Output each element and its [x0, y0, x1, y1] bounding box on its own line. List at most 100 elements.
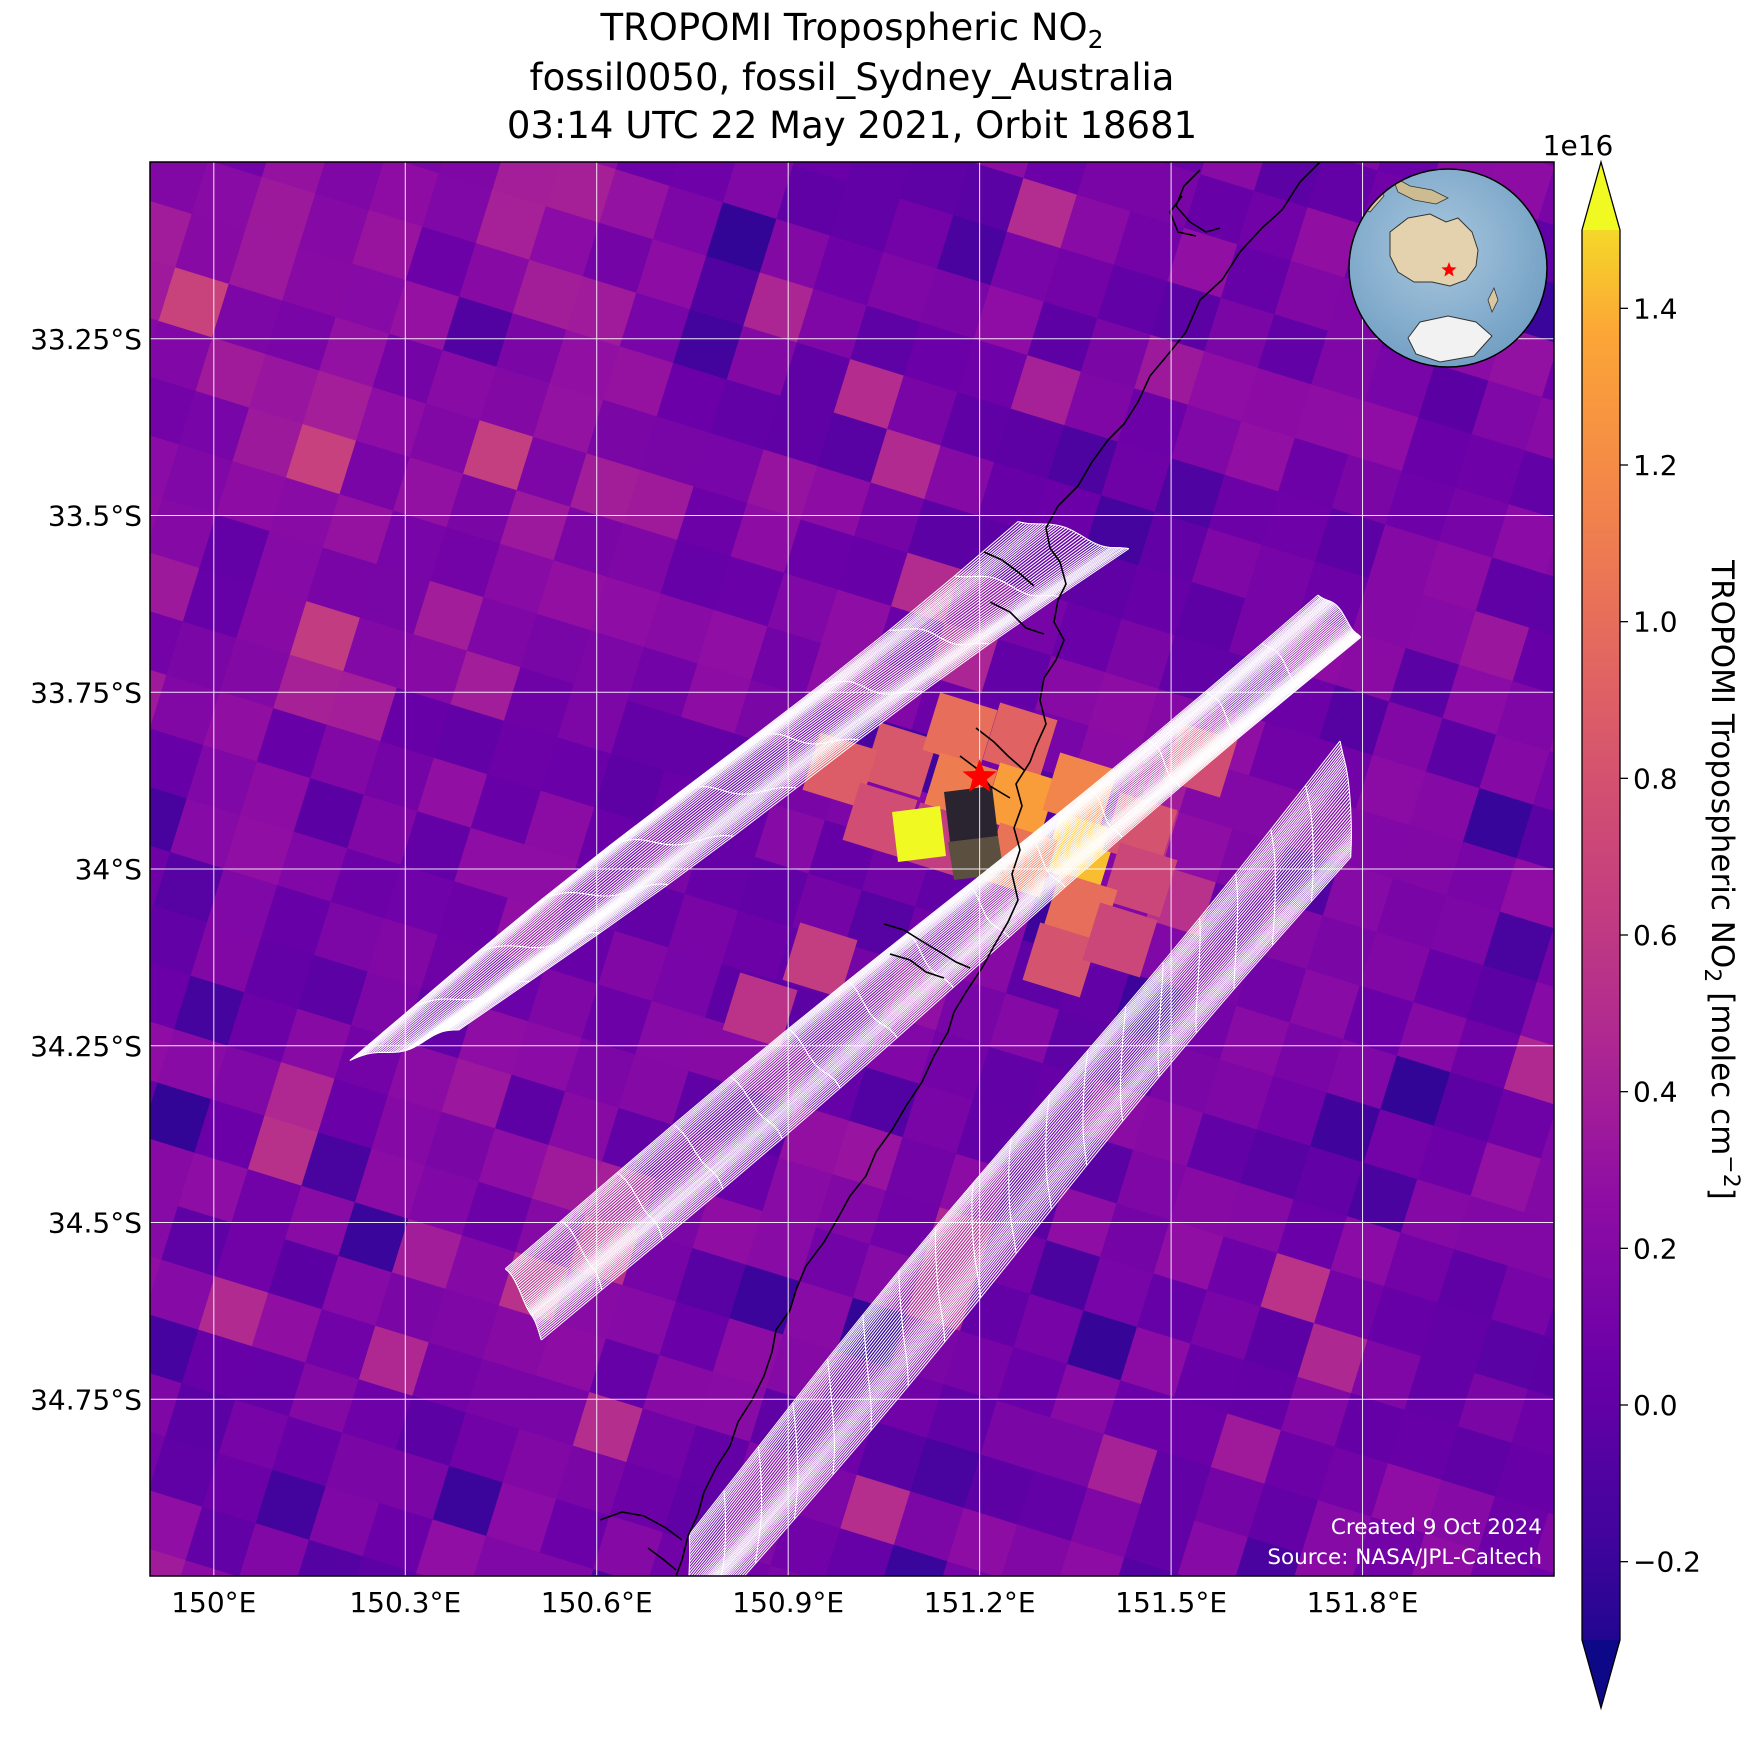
footprint-line — [862, 1314, 872, 1431]
no2-pixel — [1001, 1524, 1073, 1576]
no2-pixel — [181, 1329, 254, 1403]
no2-pixel — [1186, 1112, 1259, 1186]
no2-pixel — [260, 885, 333, 958]
no2-pixel — [845, 162, 914, 201]
footprint-line — [1205, 691, 1241, 738]
no2-pixel — [1187, 351, 1260, 424]
no2-pixel — [742, 272, 816, 345]
no2-pixel — [1346, 1162, 1420, 1236]
no2-pixel — [479, 366, 552, 440]
footprint-line — [1233, 873, 1239, 989]
no2-pixel — [1166, 227, 1240, 301]
map-frame — [149, 161, 1555, 1577]
no2-pixel — [1113, 211, 1186, 284]
no2-pixel — [1047, 425, 1120, 498]
no2-pixel — [1100, 441, 1174, 515]
no2-pixel — [1532, 751, 1554, 814]
no2-pixel — [1263, 1430, 1337, 1503]
no2-pixel — [395, 1395, 468, 1469]
no2-pixel — [251, 1292, 324, 1366]
no2-pixel — [461, 1181, 534, 1255]
no2-pixel — [1219, 1005, 1292, 1079]
no2-pixel — [298, 193, 371, 266]
footprint-line — [1119, 1006, 1127, 1122]
no2-pixel — [713, 556, 786, 629]
footprint-line — [971, 1182, 982, 1298]
no2-pixel — [860, 1598, 933, 1671]
footprint-line — [349, 1029, 459, 1061]
no2-pixel — [1133, 334, 1207, 408]
no2-pixel — [453, 827, 527, 901]
no2-pixel — [1248, 721, 1321, 795]
no2-pixel — [545, 162, 618, 226]
no2-pixel — [355, 387, 428, 460]
no2-pixel — [1331, 454, 1404, 527]
no2-pixel — [1371, 701, 1445, 774]
no2-pixel — [586, 399, 659, 473]
no2-pixel — [1235, 952, 1309, 1025]
colorbar-tick-label: 1.0 — [1633, 606, 1678, 639]
no2-pixel — [1335, 631, 1408, 704]
no2-pixel — [70, 1120, 143, 1193]
no2-pixel — [1499, 858, 1554, 931]
no2-pixel — [1170, 404, 1244, 478]
no2-pixel — [375, 510, 449, 584]
no2-pixel — [485, 1482, 559, 1555]
no2-pixel — [1022, 162, 1090, 198]
no2-pixel — [532, 383, 606, 456]
no2-pixel — [909, 1437, 983, 1511]
no2-pixel — [1317, 1446, 1390, 1520]
footprint-line — [504, 1268, 542, 1341]
no2-pixel — [433, 704, 506, 777]
footprint-line — [1088, 787, 1123, 838]
no2-pixel — [1270, 84, 1343, 157]
no2-pixel — [1370, 1463, 1444, 1536]
no2-pixel — [1420, 1302, 1493, 1376]
no2-pixel — [1330, 1216, 1403, 1289]
no2-pixel — [226, 992, 300, 1065]
no2-pixel — [276, 831, 350, 905]
no2-pixel — [218, 1399, 291, 1473]
no2-pixel — [363, 741, 436, 814]
target-star-icon — [962, 759, 997, 792]
no2-pixel — [486, 720, 560, 794]
no2-pixel — [1437, 1249, 1510, 1322]
no2-pixel — [512, 259, 585, 333]
no2-pixel — [623, 469, 696, 543]
no2-pixel — [907, 499, 980, 572]
no2-pixel — [996, 1347, 1069, 1420]
no2-pixel — [55, 411, 128, 484]
no2-pixel — [779, 342, 853, 415]
no2-pixel — [1082, 1256, 1156, 1330]
globe-islands — [1391, 175, 1449, 205]
no2-pixel — [540, 737, 613, 810]
no2-pixel — [523, 790, 597, 864]
no2-pixel — [174, 213, 248, 287]
no2-pixel — [511, 1021, 584, 1094]
footprint-line — [1017, 521, 1129, 550]
no2-pixel — [239, 761, 313, 835]
no2-pixel — [1169, 1166, 1243, 1239]
no2-pixel — [1347, 400, 1421, 474]
no2-pixel — [178, 390, 251, 464]
no2-pixel — [342, 617, 416, 691]
no2-pixel — [1026, 301, 1100, 375]
no2-pixel — [1140, 1450, 1213, 1523]
footprint-line — [934, 1226, 946, 1342]
inset-globe — [1348, 168, 1548, 368]
no2-pixel — [852, 1244, 925, 1317]
no2-pixel — [705, 202, 779, 275]
no2-pixel — [1029, 1240, 1102, 1313]
no2-pixel — [963, 1454, 1036, 1527]
no2-pixel — [280, 1008, 353, 1082]
no2-pixel — [1379, 1055, 1453, 1129]
no2-pixel — [1340, 47, 1413, 120]
no2-pixel — [59, 588, 132, 661]
no2-pixel — [959, 1277, 1032, 1350]
colorbar-min-extend — [1582, 1640, 1620, 1708]
no2-pixel — [429, 527, 502, 600]
footprint-line — [788, 1028, 841, 1089]
no2-pixel — [438, 162, 503, 193]
no2-pixel — [1486, 1088, 1554, 1162]
no2-pixel — [473, 1535, 542, 1576]
